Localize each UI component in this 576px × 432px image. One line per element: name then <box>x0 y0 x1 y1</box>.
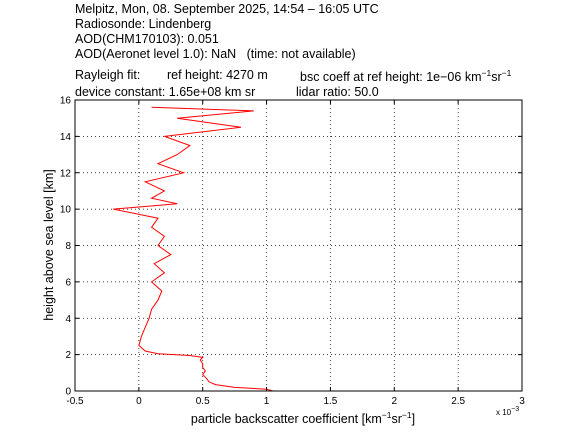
y-tick-label: 16 <box>60 96 72 107</box>
bsc-exp-1: −1 <box>481 68 492 78</box>
x-tick-label: 2 <box>392 396 398 407</box>
y-tick-label: 14 <box>60 132 72 143</box>
y-tick-label: 4 <box>65 314 71 325</box>
y-tick-label: 6 <box>65 277 71 288</box>
bsc-unit-sr: sr <box>491 70 502 85</box>
x-axis-label: particle backscatter coefficient [km−1sr… <box>191 410 415 426</box>
title-line-3: AOD(CHM170103): 0.051 <box>75 32 219 46</box>
x-tick-label: -0.5 <box>66 396 84 407</box>
y-axis-label: height above sea level [km] <box>42 169 56 320</box>
y-tick-label: 0 <box>65 387 71 398</box>
x-tick-label: 3 <box>519 396 525 407</box>
y-tick-label: 10 <box>60 205 72 216</box>
x-multiplier-text: x 10 <box>496 408 512 417</box>
x-tick-label: 0 <box>136 396 142 407</box>
grid <box>75 100 522 391</box>
x-axis-unit-sr: sr <box>391 412 401 426</box>
x-multiplier-exp: −3 <box>511 406 519 413</box>
x-axis-label-text: particle backscatter coefficient [km <box>191 412 382 426</box>
bsc-coeff-text: bsc coeff at ref height: 1e−06 km <box>300 70 482 85</box>
x-multiplier: x 10−3 <box>496 406 519 417</box>
y-tick-label: 8 <box>65 241 71 252</box>
x-tick-label: 1 <box>264 396 270 407</box>
y-tick-label: 2 <box>65 350 71 361</box>
backscatter-profile-line <box>113 106 274 392</box>
title-line-2: Radiosonde: Lindenberg <box>75 17 212 31</box>
x-tick-label: 0.5 <box>196 396 210 407</box>
x-tick-label: 1.5 <box>323 396 337 407</box>
bsc-exp-2: −1 <box>501 68 512 78</box>
lidar-ratio: lidar ratio: 50.0 <box>296 85 379 99</box>
x-axis-label-end: ] <box>412 412 415 426</box>
plot-frame <box>74 99 523 392</box>
title-line-4: AOD(Aeronet level 1.0): NaN (time: not a… <box>75 47 356 61</box>
x-axis-exp-1: −1 <box>382 410 392 420</box>
x-axis-exp-2: −1 <box>402 410 412 420</box>
device-constant: device constant: 1.65e+08 km sr <box>75 85 256 99</box>
y-tick-label: 12 <box>60 168 72 179</box>
rayleigh-label: Rayleigh fit: <box>75 68 141 82</box>
x-tick-label: 2.5 <box>451 396 465 407</box>
ref-height: ref height: 4270 m <box>167 68 268 82</box>
title-line-1: Melpitz, Mon, 08. September 2025, 14:54 … <box>75 2 379 16</box>
bsc-coeff: bsc coeff at ref height: 1e−06 km−1sr−1 <box>300 69 511 84</box>
profile-line-group <box>113 106 274 392</box>
